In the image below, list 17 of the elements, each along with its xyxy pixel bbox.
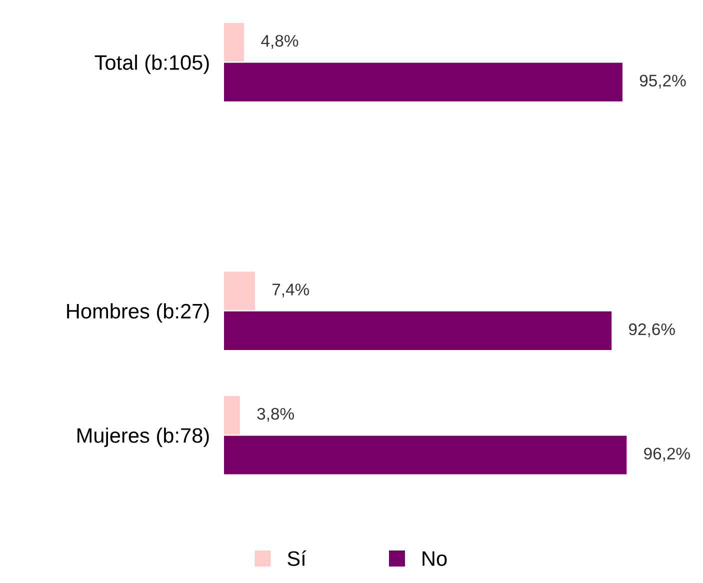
y-tick-label: Mujeres (b:78) xyxy=(78,428,209,448)
bar xyxy=(224,311,612,350)
legend-label: Sí xyxy=(288,550,306,566)
bar xyxy=(224,23,244,62)
data-label: 95,2% xyxy=(640,74,686,88)
data-label: 92,6% xyxy=(629,323,675,338)
bar xyxy=(224,396,240,435)
y-tick-label: Total (b:105) xyxy=(94,54,209,74)
bar xyxy=(224,272,255,310)
bar xyxy=(224,436,627,474)
legend-label: No xyxy=(422,551,447,566)
bar xyxy=(224,62,622,102)
data-label: 96,2% xyxy=(644,448,690,462)
data-label: 4,8% xyxy=(261,34,298,49)
data-label: 3,8% xyxy=(257,408,294,422)
data-label: 7,4% xyxy=(272,284,310,298)
y-tick-label: Hombres (b:27) xyxy=(67,303,209,323)
